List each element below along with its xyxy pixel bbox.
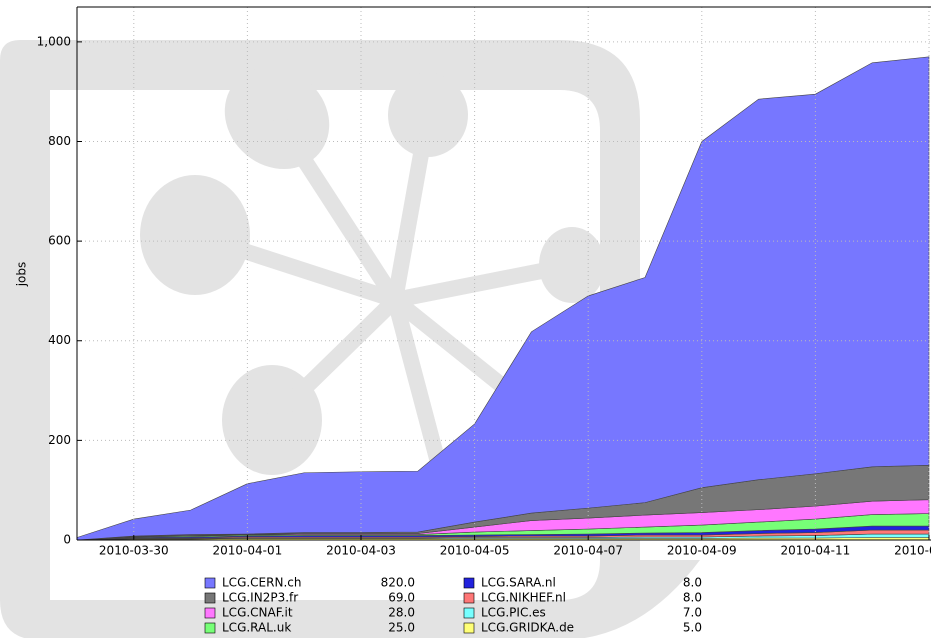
x-tick-label: 2010-04-05 <box>440 544 510 558</box>
legend-swatch <box>204 607 216 619</box>
legend-value: 28.0 <box>388 606 415 620</box>
legend-swatch <box>204 592 216 604</box>
legend-value: 7.0 <box>683 606 702 620</box>
legend-label: LCG.IN2P3.fr <box>222 591 298 605</box>
y-tick-label: 600 <box>48 234 71 248</box>
x-tick-label: 2010-03-30 <box>99 544 169 558</box>
legend-value: 8.0 <box>683 576 702 590</box>
legend-value: 820.0 <box>381 576 415 590</box>
legend-value: 25.0 <box>388 621 415 635</box>
legend-swatch <box>204 622 216 634</box>
y-tick-label: 0 <box>63 533 71 547</box>
legend-label: LCG.CERN.ch <box>222 576 301 590</box>
legend-value: 8.0 <box>683 591 702 605</box>
legend-swatch <box>204 577 216 589</box>
x-tick-label: 2010-04-09 <box>667 544 737 558</box>
y-axis-label: jobs <box>15 262 29 288</box>
legend-label: LCG.NIKHEF.nl <box>481 591 566 605</box>
x-tick-label: 2010-04-03 <box>326 544 396 558</box>
legend-label: LCG.RAL.uk <box>222 621 291 635</box>
legend-swatch <box>463 622 475 634</box>
y-tick-label: 400 <box>48 333 71 347</box>
y-tick-label: 200 <box>48 433 71 447</box>
legend-swatch <box>463 577 475 589</box>
legend-value: 5.0 <box>683 621 702 635</box>
y-tick-label: 1,000 <box>37 34 71 48</box>
y-tick-label: 800 <box>48 134 71 148</box>
legend-swatch <box>463 607 475 619</box>
legend-label: LCG.SARA.nl <box>481 576 556 590</box>
x-tick-label: 2010-04-07 <box>553 544 623 558</box>
legend-value: 69.0 <box>388 591 415 605</box>
legend-label: LCG.GRIDKA.de <box>481 621 574 635</box>
x-tick-label: 2010-04-13 <box>894 544 931 558</box>
area <box>77 56 930 540</box>
watermark <box>0 40 700 638</box>
x-tick-label: 2010-04-11 <box>781 544 851 558</box>
x-tick-label: 2010-04-01 <box>213 544 283 558</box>
legend-label: LCG.CNAF.it <box>222 606 293 620</box>
legend-swatch <box>463 592 475 604</box>
legend-label: LCG.PIC.es <box>481 606 546 620</box>
